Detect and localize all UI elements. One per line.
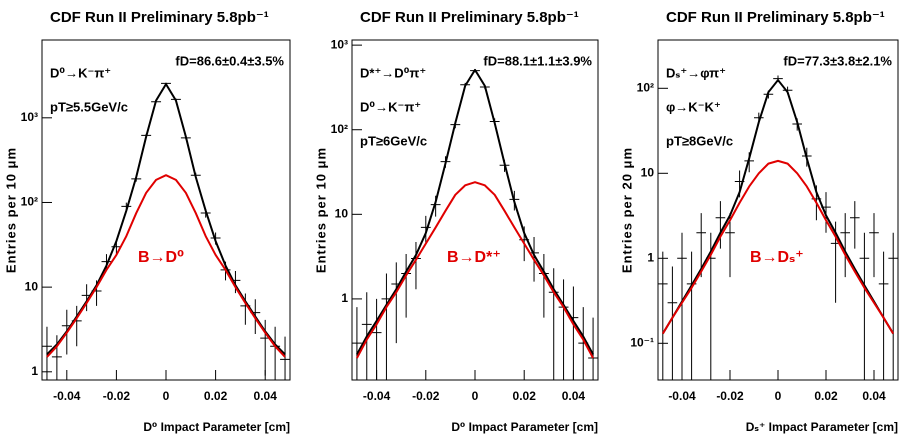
data-layer [352,68,598,380]
fit-fraction: fD=77.3±3.8±2.1% [783,53,892,68]
data-point [558,279,569,380]
y-tick-label: 10 [335,206,349,220]
data-point [715,201,726,249]
y-tick-label: 10 [25,279,39,293]
data-point [352,307,362,380]
data-point [725,213,735,278]
data-point [588,317,598,380]
fit-curve [661,79,895,335]
x-tick-label: 0 [775,389,782,403]
panel: CDF Run II Preliminary 5.8pb⁻¹ 1 10 10² 10³ -… [313,9,599,434]
data-point [270,326,281,380]
data-point [840,213,850,278]
data-point [280,336,290,380]
y-axis-label: Entries per 10 μm [3,147,18,273]
decay-label: Dₛ⁺→φπ⁺ [666,65,726,80]
decay-label: pT≥5.5GeV/c [50,99,128,114]
data-point [869,213,879,278]
x-tick-label: -0.02 [412,389,440,403]
y-tick-label: 1 [31,364,38,378]
x-axis-label: D⁰ Impact Parameter [cm] [451,420,598,434]
x-tick-label: 0.02 [513,389,537,403]
data-point [859,232,870,380]
fit-curve [356,181,594,359]
y-tick-label: 1 [647,250,654,264]
x-tick-label: 0.04 [862,389,886,403]
y-axis-label: Entries per 10 μm [313,147,328,273]
data-point [538,253,549,318]
x-tick-label: 0 [472,389,479,403]
y-axis-label: Entries per 20 μm [619,147,634,273]
decay-label: pT≥6GeV/c [360,133,427,148]
decay-label: D*⁺→D⁰π⁺ [360,65,426,80]
y-tick-label: 1 [341,291,348,305]
y-tick-label: 10⁻¹ [630,335,654,349]
x-tick-label: -0.02 [103,389,131,403]
plot-frame [351,39,599,381]
panel: CDF Run II Preliminary 5.8pb⁻¹ 1 10 10² 10³ -… [3,9,291,434]
component-label: B→D*⁺ [447,249,501,266]
data-point [658,251,668,380]
x-tick-label: -0.02 [716,389,744,403]
y-tick-label: 10³ [21,110,38,124]
data-point [381,273,392,380]
panel-title: CDF Run II Preliminary 5.8pb⁻¹ [360,9,579,26]
panel-title: CDF Run II Preliminary 5.8pb⁻¹ [666,9,885,26]
x-tick-label: 0.04 [254,389,278,403]
data-point [391,262,402,344]
plot-frame [41,39,291,381]
data-point [888,232,898,380]
x-axis-label: Dₛ⁺ Impact Parameter [cm] [746,420,898,434]
fit-curve [46,83,286,356]
x-axis-label: D⁰ Impact Parameter [cm] [143,420,290,434]
y-tick-label: 10² [331,122,348,136]
data-point [667,266,678,380]
panel-title: CDF Run II Preliminary 5.8pb⁻¹ [50,9,269,26]
data-point [686,251,697,380]
decay-label: φ→K⁻K⁺ [666,99,721,114]
data-point [371,298,382,380]
fit-curve [661,159,895,335]
x-tick-label: -0.04 [363,389,391,403]
data-point [42,326,52,380]
component-label: B→Dₛ⁺ [750,249,804,266]
data-point [401,253,412,318]
component-label: B→D⁰ [138,249,184,266]
y-tick-label: 10² [21,195,38,209]
decay-label: pT≥8GeV/c [666,133,733,148]
x-tick-label: -0.04 [668,389,696,403]
data-layer [658,75,898,380]
data-layer [42,82,290,380]
data-point [696,213,706,278]
x-tick-label: 0.02 [204,389,228,403]
data-point [850,201,860,249]
x-tick-label: 0 [163,389,170,403]
fit-curve [46,174,286,358]
data-point [677,232,687,380]
y-tick-label: 10² [637,80,654,94]
y-tick-label: 10 [641,165,655,179]
x-tick-label: 0.04 [562,389,586,403]
data-point [568,286,579,380]
fit-curve [356,68,594,356]
y-tick-label: 10³ [331,37,348,51]
x-tick-label: -0.04 [53,389,81,403]
data-point [51,335,62,380]
x-tick-label: 0.02 [814,389,838,403]
fit-fraction: fD=86.6±0.4±3.5% [175,53,284,68]
decay-label: D⁰→K⁻π⁺ [50,65,111,80]
plot-frame [657,39,899,381]
decay-label: D⁰→K⁻π⁺ [360,99,421,114]
fit-fraction: fD=88.1±1.1±3.9% [483,53,592,68]
panel: CDF Run II Preliminary 5.8pb⁻¹ 10⁻¹ 1 10 10²… [619,9,899,434]
